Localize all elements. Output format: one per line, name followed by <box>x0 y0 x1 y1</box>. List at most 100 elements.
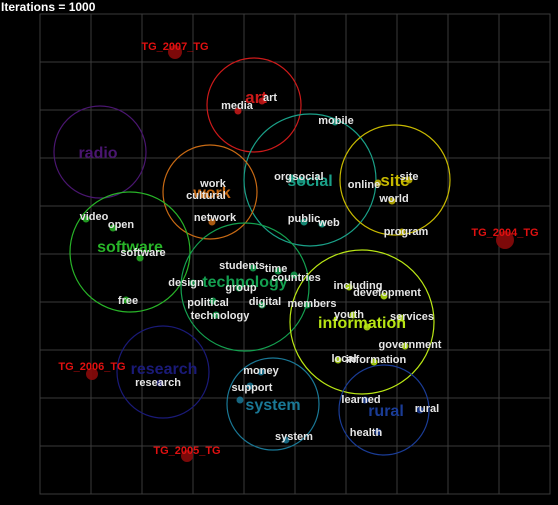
term-node <box>288 174 296 182</box>
term-label-mobile: mobile <box>318 115 353 127</box>
cluster-label-social: social <box>287 173 332 190</box>
cluster-circle-research <box>116 325 210 419</box>
term-node <box>258 301 266 309</box>
term-label-learned: learned <box>341 394 380 406</box>
cluster-circle-art <box>206 57 302 153</box>
term-label-web: web <box>317 217 340 229</box>
term-node <box>331 118 339 126</box>
term-node <box>416 406 424 414</box>
term-node <box>318 220 326 228</box>
term-node <box>274 267 282 275</box>
term-label-local: local <box>331 353 356 365</box>
term-node <box>156 379 164 387</box>
cluster-layer: art social site radio work software technology… <box>53 57 451 456</box>
term-node <box>363 323 371 331</box>
cluster-circle-work <box>162 144 258 240</box>
cluster-label-software: software <box>97 239 163 256</box>
tag-label-tg_2004_tg: TG_2004_TG <box>471 227 538 239</box>
term-node <box>361 396 369 404</box>
cluster-label-technology: technology <box>202 274 287 291</box>
term-node <box>258 97 266 105</box>
term-node <box>109 224 117 232</box>
term-node <box>257 368 265 376</box>
term-label-development: development <box>353 287 421 299</box>
term-node <box>209 297 217 305</box>
term-label-social: social <box>292 171 323 183</box>
cluster-circle-technology <box>180 222 310 352</box>
term-node <box>82 215 90 223</box>
term-label-art: art <box>263 92 277 104</box>
term-label-health: health <box>350 427 383 439</box>
cluster-circle-site <box>339 124 451 236</box>
term-node <box>300 218 308 226</box>
term-node <box>374 428 382 436</box>
term-node <box>374 179 382 187</box>
tag-node <box>168 45 182 59</box>
term-node <box>136 254 144 262</box>
background-grid <box>39 13 551 495</box>
term-node <box>249 264 257 272</box>
term-label-open: open <box>108 219 135 231</box>
term-label-work: work <box>199 178 227 190</box>
term-node <box>212 311 220 319</box>
term-node <box>388 197 396 205</box>
term-node <box>349 311 357 319</box>
term-node <box>405 176 413 184</box>
term-label-government: government <box>379 339 442 351</box>
term-label-site: site <box>400 171 419 183</box>
term-node <box>235 284 243 292</box>
cluster-label-rural: rural <box>368 403 404 420</box>
term-label-information: information <box>346 354 407 366</box>
term-label-youth: youth <box>334 309 364 321</box>
term-node <box>398 228 406 236</box>
term-label-software: software <box>120 247 165 259</box>
term-label-design: design <box>168 277 204 289</box>
term-node <box>200 191 208 199</box>
term-label-technology: technology <box>191 310 251 322</box>
term-label-media: media <box>221 100 254 112</box>
term-label-org: org <box>274 171 292 183</box>
term-node <box>282 436 290 444</box>
term-label-money: money <box>243 365 279 377</box>
tag-node <box>181 450 193 462</box>
term-node <box>334 356 342 364</box>
term-node <box>397 314 405 322</box>
cluster-label-research: research <box>131 361 198 378</box>
term-label-network: network <box>194 212 237 224</box>
term-node <box>189 279 197 287</box>
term-label-members: members <box>288 298 337 310</box>
term-label-digital: digital <box>249 296 281 308</box>
term-node <box>370 358 378 366</box>
cluster-circle-rural <box>338 364 430 456</box>
term-node <box>208 218 216 226</box>
term-label-free: free <box>118 295 138 307</box>
term-label-cultural: cultural <box>186 190 226 202</box>
term-label-system: system <box>275 431 313 443</box>
tag-label-tg_2007_tg: TG_2007_TG <box>141 41 208 53</box>
tag-label-tg_2005_tg: TG_2005_TG <box>153 445 220 457</box>
term-node <box>345 283 353 291</box>
cluster-label-radio: radio <box>78 145 117 162</box>
term-node <box>303 301 311 309</box>
cluster-label-information: information <box>318 315 406 332</box>
term-label-program: program <box>384 226 429 238</box>
cluster-circle-information <box>289 249 435 395</box>
cluster-label-system: system <box>245 397 300 414</box>
term-node <box>380 292 388 300</box>
cluster-label-site: site <box>380 171 409 190</box>
term-node <box>236 396 244 404</box>
term-label-including: including <box>334 280 383 292</box>
term-label-countries: countries <box>271 272 321 284</box>
term-label-public: public <box>288 213 320 225</box>
term-label-time: time <box>265 263 288 275</box>
tag-layer: TG_2007_TG TG_2004_TG TG_2006_TG TG_2005_TG <box>58 41 539 462</box>
term-label-video: video <box>80 211 109 223</box>
term-label-rural: rural <box>415 403 439 415</box>
tag-node <box>496 231 514 249</box>
term-label-support: support <box>232 382 273 394</box>
tag-label-tg_2006_tg: TG_2006_TG <box>58 361 125 373</box>
term-label-political: political <box>187 297 229 309</box>
